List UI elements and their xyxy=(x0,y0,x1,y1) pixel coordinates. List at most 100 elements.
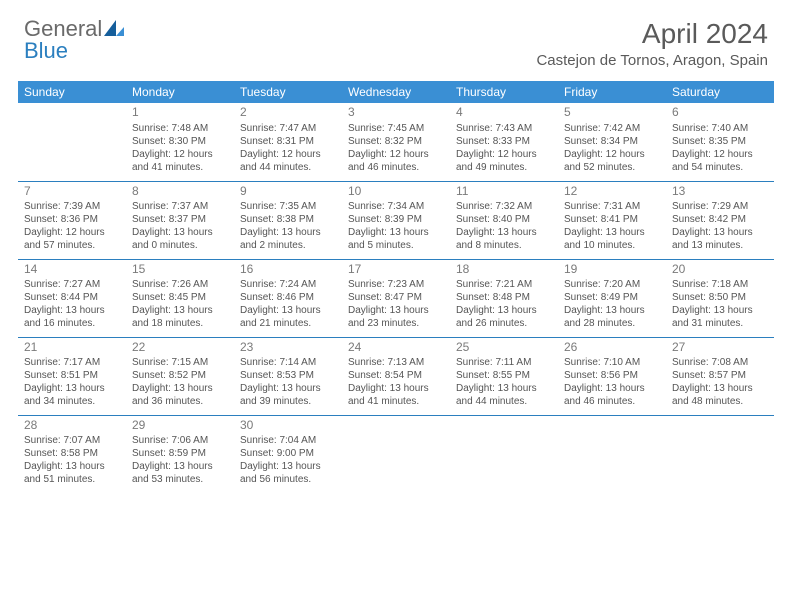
daylight-text: Daylight: 13 hours and 48 minutes. xyxy=(672,382,768,408)
sunrise-text: Sunrise: 7:21 AM xyxy=(456,278,552,291)
daylight-text: Daylight: 13 hours and 36 minutes. xyxy=(132,382,228,408)
daylight-text: Daylight: 13 hours and 8 minutes. xyxy=(456,226,552,252)
day-number: 14 xyxy=(24,262,120,278)
calendar-cell: 7Sunrise: 7:39 AMSunset: 8:36 PMDaylight… xyxy=(18,181,126,259)
sunrise-text: Sunrise: 7:37 AM xyxy=(132,200,228,213)
sunset-text: Sunset: 8:40 PM xyxy=(456,213,552,226)
daylight-text: Daylight: 12 hours and 57 minutes. xyxy=(24,226,120,252)
sunrise-text: Sunrise: 7:43 AM xyxy=(456,122,552,135)
sunrise-text: Sunrise: 7:10 AM xyxy=(564,356,660,369)
daylight-text: Daylight: 13 hours and 56 minutes. xyxy=(240,460,336,486)
title-block: April 2024 Castejon de Tornos, Aragon, S… xyxy=(536,18,768,69)
sunrise-text: Sunrise: 7:17 AM xyxy=(24,356,120,369)
day-number: 24 xyxy=(348,340,444,356)
sunset-text: Sunset: 8:37 PM xyxy=(132,213,228,226)
sunrise-text: Sunrise: 7:34 AM xyxy=(348,200,444,213)
day-number: 20 xyxy=(672,262,768,278)
day-number: 27 xyxy=(672,340,768,356)
calendar-cell: 3Sunrise: 7:45 AMSunset: 8:32 PMDaylight… xyxy=(342,103,450,181)
calendar-cell: 28Sunrise: 7:07 AMSunset: 8:58 PMDayligh… xyxy=(18,415,126,493)
day-number: 10 xyxy=(348,184,444,200)
weekday-row: SundayMondayTuesdayWednesdayThursdayFrid… xyxy=(18,81,774,103)
daylight-text: Daylight: 12 hours and 54 minutes. xyxy=(672,148,768,174)
sunset-text: Sunset: 8:39 PM xyxy=(348,213,444,226)
sunrise-text: Sunrise: 7:13 AM xyxy=(348,356,444,369)
daylight-text: Daylight: 12 hours and 41 minutes. xyxy=(132,148,228,174)
daylight-text: Daylight: 13 hours and 31 minutes. xyxy=(672,304,768,330)
day-number: 17 xyxy=(348,262,444,278)
sunrise-text: Sunrise: 7:35 AM xyxy=(240,200,336,213)
day-number: 26 xyxy=(564,340,660,356)
sunset-text: Sunset: 8:31 PM xyxy=(240,135,336,148)
calendar-table: SundayMondayTuesdayWednesdayThursdayFrid… xyxy=(18,81,774,493)
sunset-text: Sunset: 8:36 PM xyxy=(24,213,120,226)
calendar-cell: 24Sunrise: 7:13 AMSunset: 8:54 PMDayligh… xyxy=(342,337,450,415)
calendar-cell: 23Sunrise: 7:14 AMSunset: 8:53 PMDayligh… xyxy=(234,337,342,415)
weekday-header: Monday xyxy=(126,81,234,103)
daylight-text: Daylight: 12 hours and 52 minutes. xyxy=(564,148,660,174)
day-number: 12 xyxy=(564,184,660,200)
calendar-week-row: 7Sunrise: 7:39 AMSunset: 8:36 PMDaylight… xyxy=(18,181,774,259)
calendar-week-row: 28Sunrise: 7:07 AMSunset: 8:58 PMDayligh… xyxy=(18,415,774,493)
calendar-cell: 26Sunrise: 7:10 AMSunset: 8:56 PMDayligh… xyxy=(558,337,666,415)
daylight-text: Daylight: 13 hours and 16 minutes. xyxy=(24,304,120,330)
sunset-text: Sunset: 8:42 PM xyxy=(672,213,768,226)
sunrise-text: Sunrise: 7:40 AM xyxy=(672,122,768,135)
sunrise-text: Sunrise: 7:18 AM xyxy=(672,278,768,291)
day-number: 23 xyxy=(240,340,336,356)
calendar-cell: 2Sunrise: 7:47 AMSunset: 8:31 PMDaylight… xyxy=(234,103,342,181)
calendar-cell: 4Sunrise: 7:43 AMSunset: 8:33 PMDaylight… xyxy=(450,103,558,181)
calendar-cell: 1Sunrise: 7:48 AMSunset: 8:30 PMDaylight… xyxy=(126,103,234,181)
sunset-text: Sunset: 8:54 PM xyxy=(348,369,444,382)
daylight-text: Daylight: 13 hours and 44 minutes. xyxy=(456,382,552,408)
day-number: 22 xyxy=(132,340,228,356)
sunrise-text: Sunrise: 7:20 AM xyxy=(564,278,660,291)
month-title: April 2024 xyxy=(536,18,768,50)
location-text: Castejon de Tornos, Aragon, Spain xyxy=(536,52,768,69)
calendar-cell: 30Sunrise: 7:04 AMSunset: 9:00 PMDayligh… xyxy=(234,415,342,493)
logo-mark-icon xyxy=(104,16,124,41)
sunrise-text: Sunrise: 7:27 AM xyxy=(24,278,120,291)
calendar-cell: 19Sunrise: 7:20 AMSunset: 8:49 PMDayligh… xyxy=(558,259,666,337)
day-number: 5 xyxy=(564,105,660,121)
daylight-text: Daylight: 12 hours and 46 minutes. xyxy=(348,148,444,174)
calendar-cell: 15Sunrise: 7:26 AMSunset: 8:45 PMDayligh… xyxy=(126,259,234,337)
daylight-text: Daylight: 13 hours and 5 minutes. xyxy=(348,226,444,252)
calendar-week-row: 21Sunrise: 7:17 AMSunset: 8:51 PMDayligh… xyxy=(18,337,774,415)
sunset-text: Sunset: 8:38 PM xyxy=(240,213,336,226)
calendar-week-row: 1Sunrise: 7:48 AMSunset: 8:30 PMDaylight… xyxy=(18,103,774,181)
calendar-cell: 6Sunrise: 7:40 AMSunset: 8:35 PMDaylight… xyxy=(666,103,774,181)
sunset-text: Sunset: 8:50 PM xyxy=(672,291,768,304)
calendar-cell: 27Sunrise: 7:08 AMSunset: 8:57 PMDayligh… xyxy=(666,337,774,415)
daylight-text: Daylight: 13 hours and 13 minutes. xyxy=(672,226,768,252)
calendar-cell: 22Sunrise: 7:15 AMSunset: 8:52 PMDayligh… xyxy=(126,337,234,415)
day-number: 9 xyxy=(240,184,336,200)
day-number: 13 xyxy=(672,184,768,200)
calendar-cell: 8Sunrise: 7:37 AMSunset: 8:37 PMDaylight… xyxy=(126,181,234,259)
daylight-text: Daylight: 13 hours and 2 minutes. xyxy=(240,226,336,252)
day-number: 1 xyxy=(132,105,228,121)
day-number: 4 xyxy=(456,105,552,121)
daylight-text: Daylight: 13 hours and 23 minutes. xyxy=(348,304,444,330)
sunrise-text: Sunrise: 7:29 AM xyxy=(672,200,768,213)
daylight-text: Daylight: 13 hours and 34 minutes. xyxy=(24,382,120,408)
sunrise-text: Sunrise: 7:24 AM xyxy=(240,278,336,291)
sunrise-text: Sunrise: 7:47 AM xyxy=(240,122,336,135)
day-number: 25 xyxy=(456,340,552,356)
sunset-text: Sunset: 8:51 PM xyxy=(24,369,120,382)
calendar-cell: 18Sunrise: 7:21 AMSunset: 8:48 PMDayligh… xyxy=(450,259,558,337)
day-number: 8 xyxy=(132,184,228,200)
calendar-cell: 21Sunrise: 7:17 AMSunset: 8:51 PMDayligh… xyxy=(18,337,126,415)
day-number: 28 xyxy=(24,418,120,434)
day-number: 7 xyxy=(24,184,120,200)
day-number: 18 xyxy=(456,262,552,278)
sunset-text: Sunset: 8:59 PM xyxy=(132,447,228,460)
weekday-header: Saturday xyxy=(666,81,774,103)
calendar-cell: 5Sunrise: 7:42 AMSunset: 8:34 PMDaylight… xyxy=(558,103,666,181)
weekday-header: Tuesday xyxy=(234,81,342,103)
day-number: 16 xyxy=(240,262,336,278)
header: General Blue April 2024 Castejon de Torn… xyxy=(0,0,792,75)
daylight-text: Daylight: 13 hours and 51 minutes. xyxy=(24,460,120,486)
sunset-text: Sunset: 9:00 PM xyxy=(240,447,336,460)
sunrise-text: Sunrise: 7:39 AM xyxy=(24,200,120,213)
